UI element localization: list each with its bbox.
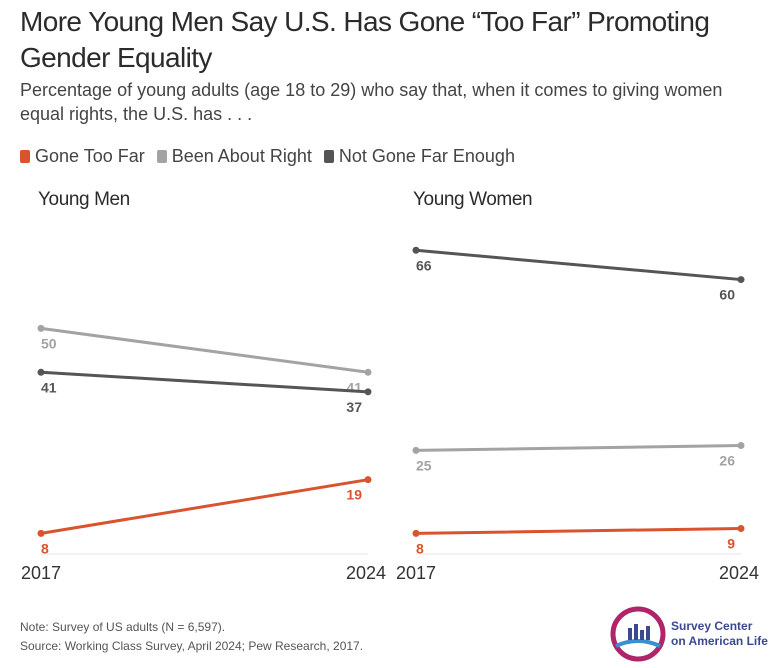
legend-label-gone-too-far: Gone Too Far <box>35 146 145 166</box>
chart-area: Young Men 2017 2024 8 19 50 41 41 37 Young Women 2… <box>21 189 759 583</box>
data-label-young-women-gone-too-far-2024: 9 <box>727 535 735 551</box>
series-line-young-men-not-gone-far-enough <box>39 370 370 394</box>
data-point-young-women-been-about-right-2017 <box>412 446 420 454</box>
data-point-young-men-not-gone-far-enough-2024 <box>364 388 372 396</box>
data-label-young-men-gone-too-far-2024: 19 <box>346 487 362 503</box>
survey-center-logo: Survey Center on American Life <box>610 606 768 662</box>
panel-title-young-men: Young Men <box>38 189 130 210</box>
footnote: Note: Survey of US adults (N = 6,597). S… <box>20 618 363 656</box>
data-point-young-women-gone-too-far-2024 <box>737 524 745 532</box>
source-text: Source: Working Class Survey, April 2024… <box>20 639 364 653</box>
data-point-young-men-been-about-right-2017 <box>37 324 45 332</box>
data-label-young-women-not-gone-far-enough-2017: 66 <box>416 257 432 273</box>
series-line-young-men-gone-too-far <box>39 478 370 535</box>
data-label-young-women-gone-too-far-2017: 8 <box>416 540 424 556</box>
series-line-young-women-gone-too-far <box>414 526 743 535</box>
data-label-young-men-been-about-right-2017: 50 <box>41 335 57 351</box>
legend-label-been-about-right: Been About Right <box>171 146 312 166</box>
chart-subtitle: Percentage of young adults (age 18 to 29… <box>20 80 723 124</box>
legend: Gone Too Far Been About Right Not Gone F… <box>20 146 515 167</box>
chart-title: More Young Men Say U.S. Has Gone “Too Fa… <box>20 6 710 73</box>
x-tick-young-men-2017: 2017 <box>21 563 61 583</box>
data-label-young-men-gone-too-far-2017: 8 <box>41 540 49 556</box>
data-label-young-men-been-about-right-2024: 41 <box>346 379 362 395</box>
x-tick-young-women-2024: 2024 <box>719 563 759 583</box>
logo-line-2: on American Life <box>671 634 768 648</box>
legend-item-not-gone-far-enough: Not Gone Far Enough <box>323 146 515 167</box>
legend-item-gone-too-far: Gone Too Far <box>20 146 145 167</box>
legend-label-not-gone-far-enough: Not Gone Far Enough <box>338 146 515 166</box>
data-point-young-men-not-gone-far-enough-2017 <box>37 368 45 376</box>
series-line-young-women-not-gone-far-enough <box>414 248 743 282</box>
data-point-young-women-not-gone-far-enough-2024 <box>737 276 745 284</box>
logo-line-1: Survey Center <box>671 619 753 633</box>
data-point-young-men-gone-too-far-2017 <box>37 529 45 537</box>
panel-title-young-women: Young Women <box>413 189 532 210</box>
series-line-young-women-been-about-right <box>414 444 743 452</box>
x-tick-young-men-2024: 2024 <box>346 563 386 583</box>
x-tick-young-women-2017: 2017 <box>396 563 436 583</box>
data-point-young-men-been-about-right-2024 <box>364 368 372 376</box>
logo-text: Survey Center on American Life <box>671 619 768 649</box>
data-label-young-women-been-about-right-2024: 26 <box>719 453 735 469</box>
data-point-young-women-been-about-right-2024 <box>737 442 745 450</box>
series-line-young-men-been-about-right <box>39 326 370 374</box>
data-label-young-women-been-about-right-2017: 25 <box>416 457 432 473</box>
data-label-young-men-not-gone-far-enough-2017: 41 <box>41 379 57 395</box>
data-point-young-men-gone-too-far-2024 <box>364 476 372 484</box>
legend-item-been-about-right: Been About Right <box>156 146 312 167</box>
data-point-young-women-gone-too-far-2017 <box>412 529 420 537</box>
data-point-young-women-not-gone-far-enough-2017 <box>412 246 420 254</box>
legend-swatch-gone-too-far <box>20 150 30 163</box>
data-label-young-women-not-gone-far-enough-2024: 60 <box>719 287 735 303</box>
note-text: Note: Survey of US adults (N = 6,597). <box>20 620 226 634</box>
survey-center-logo-icon <box>610 606 666 662</box>
legend-swatch-been-about-right <box>156 150 167 163</box>
legend-swatch-not-gone-far-enough <box>323 150 334 163</box>
data-label-young-men-not-gone-far-enough-2024: 37 <box>346 399 362 415</box>
